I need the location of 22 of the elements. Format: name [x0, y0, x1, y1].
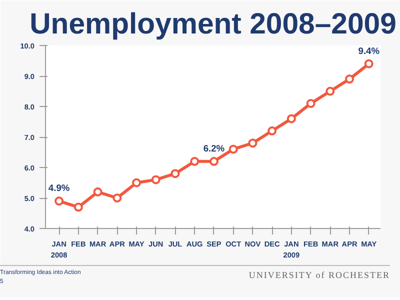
- point: [190, 156, 200, 166]
- point: [74, 202, 83, 212]
- point: [306, 98, 316, 108]
- point: [345, 74, 354, 84]
- point: [364, 59, 374, 68]
- point: [268, 126, 277, 136]
- point: [93, 187, 102, 196]
- data-label: 4.9%: [48, 183, 70, 194]
- point: [286, 114, 296, 124]
- chart-title: Unemployment 2008–2009: [30, 8, 396, 40]
- text: UNIVERSITY of ROCHESTER: [248, 269, 390, 282]
- point: [132, 178, 142, 188]
- point: [112, 194, 122, 202]
- point: [326, 86, 335, 96]
- point: [209, 156, 218, 166]
- point: [248, 138, 258, 148]
- point: [151, 175, 160, 184]
- point: [170, 169, 180, 178]
- data-label: 9.4%: [358, 46, 380, 56]
- point: [54, 196, 64, 206]
- data-label: 6.2%: [203, 143, 226, 154]
- point: [228, 144, 238, 154]
